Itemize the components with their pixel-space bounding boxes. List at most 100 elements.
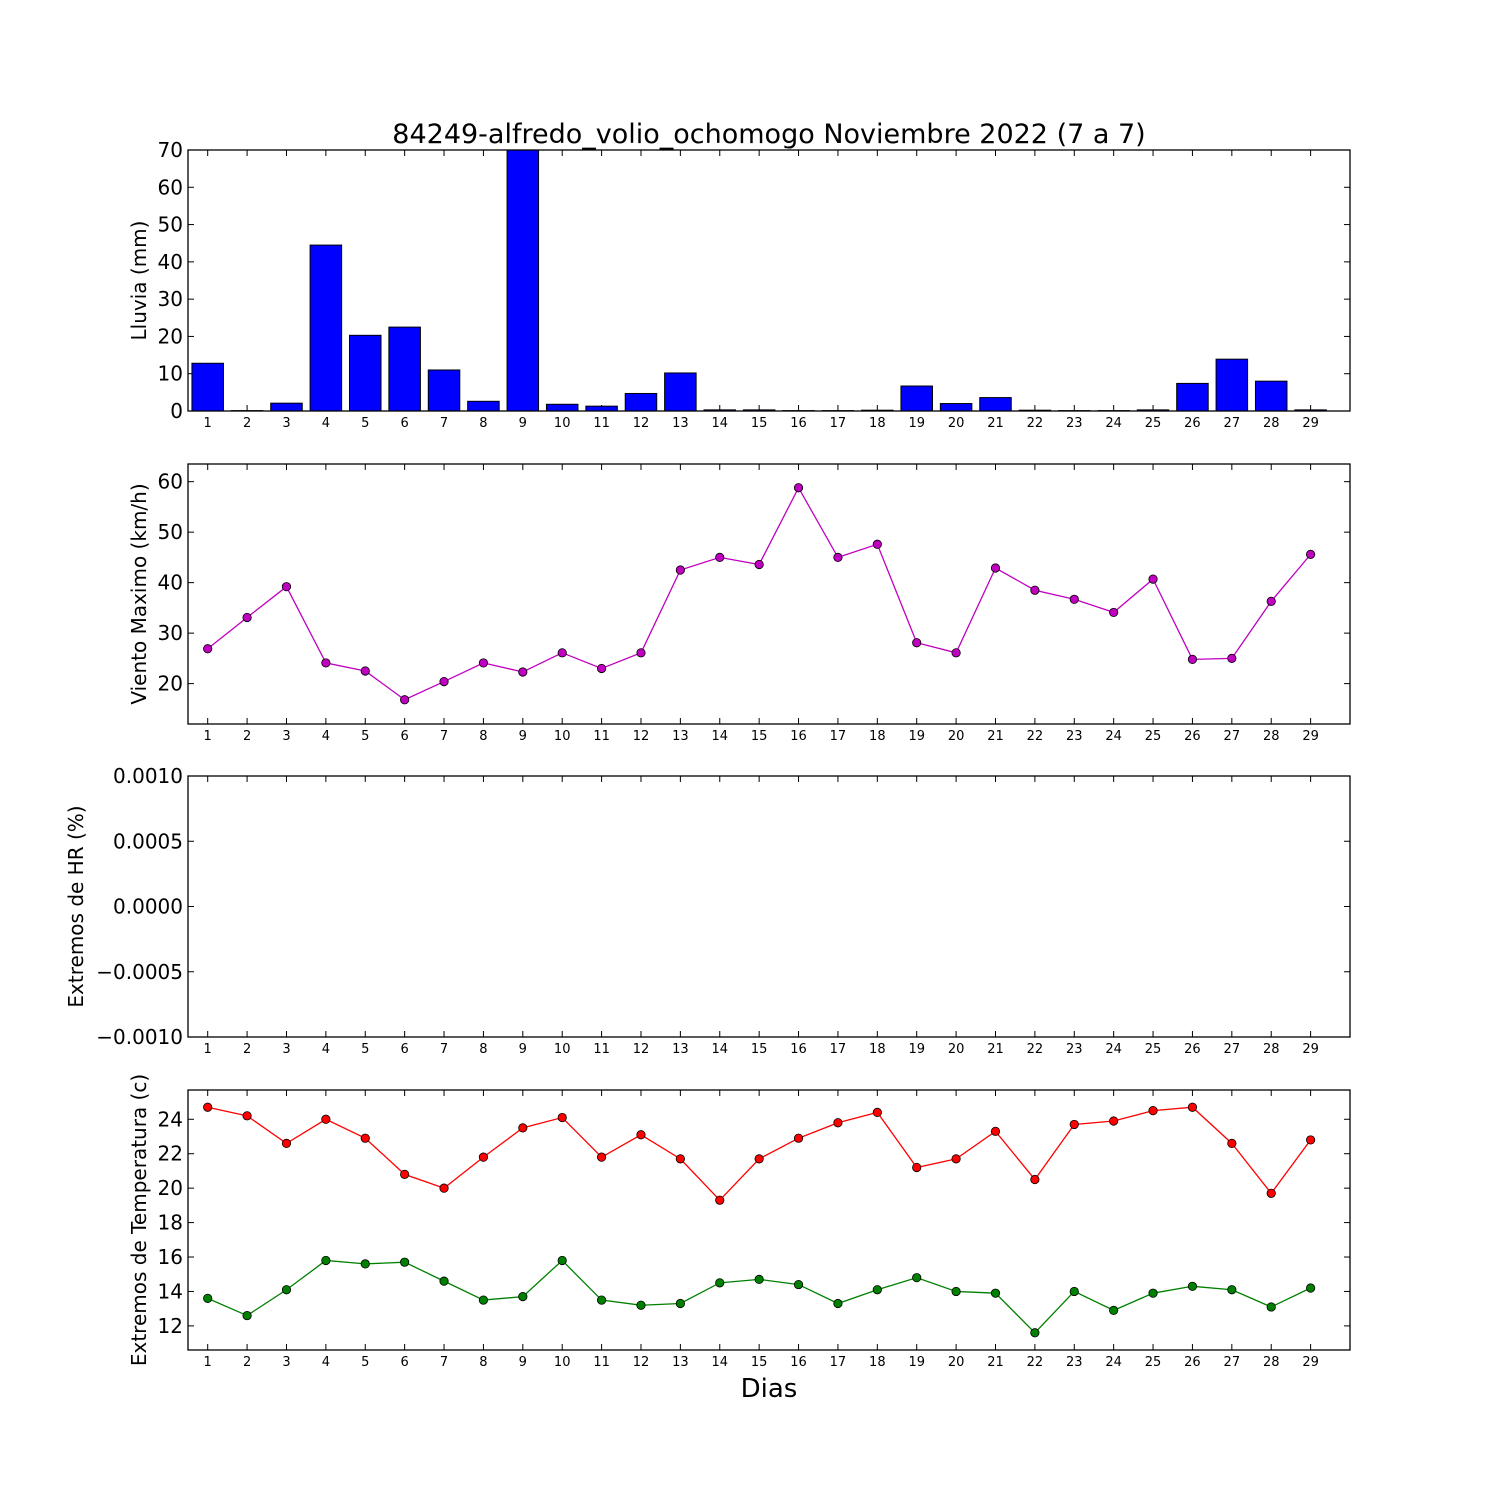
temperature-series-0-point xyxy=(478,1152,489,1162)
temperature-series-0-point xyxy=(1148,1106,1158,1116)
temperature-series-0-point xyxy=(1227,1138,1237,1148)
wind-xtick-label: 16 xyxy=(790,729,807,744)
rain-ytick-label: 60 xyxy=(158,175,183,199)
chart-title: 84249-alfredo_volio_ochomogo Noviembre 2… xyxy=(392,119,1145,150)
temperature-series-0-point xyxy=(990,1126,1001,1136)
wind-series-0-point xyxy=(1187,654,1198,664)
rain-bar xyxy=(427,369,461,412)
humidity-xtick-label: 13 xyxy=(672,1042,689,1057)
wind-xtick-label: 23 xyxy=(1066,729,1083,744)
temperature-xtick-label: 15 xyxy=(751,1355,768,1370)
temperature-series-0-point xyxy=(557,1112,567,1123)
rain-bar xyxy=(664,372,697,412)
wind-series-0-line xyxy=(207,486,1312,701)
temperature-ytick-label: 16 xyxy=(158,1245,183,1269)
temperature-ytick-label: 22 xyxy=(158,1142,183,1166)
temperature-xtick-label: 3 xyxy=(282,1355,290,1370)
wind-xtick-label: 10 xyxy=(554,729,571,744)
wind-xtick-label: 18 xyxy=(869,729,886,744)
rain-xtick-label: 20 xyxy=(948,416,965,431)
temperature-xtick-label: 19 xyxy=(908,1355,925,1370)
rain-bar xyxy=(979,397,1012,412)
rain-xtick-label: 10 xyxy=(554,416,571,431)
temperature-series-1-point xyxy=(557,1255,567,1266)
temperature-xtick-label: 18 xyxy=(869,1355,886,1370)
humidity-xtick-label: 17 xyxy=(830,1042,847,1057)
temperature-axes-frame xyxy=(187,1089,1351,1351)
rain-ytick-label: 40 xyxy=(158,250,183,274)
wind-series-0-point xyxy=(281,582,292,592)
temperature-series-1-point xyxy=(439,1276,449,1286)
temperature-series-1-point xyxy=(360,1259,370,1269)
temperature-series-0-point xyxy=(281,1138,292,1148)
wind-series-0-point xyxy=(203,644,213,654)
humidity-xtick-label: 8 xyxy=(479,1042,487,1057)
humidity-xtick-label: 6 xyxy=(401,1042,409,1057)
rain-ytick-label: 30 xyxy=(158,287,183,311)
wind-series-0-point xyxy=(754,559,764,570)
temperature-series-0-point xyxy=(1266,1188,1276,1198)
temperature-xtick-label: 4 xyxy=(322,1355,330,1370)
wind-series-0-point xyxy=(1109,607,1119,618)
temperature-series-1-point xyxy=(203,1293,213,1303)
temperature-series-1-point xyxy=(1030,1328,1040,1338)
temperature-series-0-point xyxy=(321,1114,331,1124)
temperature-xtick-label: 25 xyxy=(1145,1355,1162,1370)
temperature-series-1-line xyxy=(207,1259,1311,1334)
temperature-series-1-point xyxy=(833,1298,843,1309)
temperature-xtick-label: 16 xyxy=(790,1355,807,1370)
rain-xtick-label: 15 xyxy=(751,416,768,431)
temperature-series-0-point xyxy=(833,1118,843,1128)
rain-bar xyxy=(1215,358,1249,412)
rain-xtick-label: 5 xyxy=(361,416,369,431)
temperature-series-1-point xyxy=(793,1279,804,1290)
temperature-series-1-point xyxy=(400,1257,410,1267)
rain-xtick-label: 21 xyxy=(987,416,1004,431)
rain-ytick-label: 10 xyxy=(158,362,183,386)
temperature-xtick-label: 13 xyxy=(672,1355,689,1370)
temperature-xtick-label: 27 xyxy=(1224,1355,1241,1370)
rain-bar xyxy=(348,334,382,412)
wind-xtick-label: 21 xyxy=(987,729,1004,744)
humidity-ytick-label: 0.0010 xyxy=(113,764,183,788)
rain-xtick-label: 9 xyxy=(519,416,527,431)
rain-ytick-label: 50 xyxy=(158,213,183,237)
rain-bar xyxy=(270,402,303,412)
temperature-series-1-point xyxy=(675,1298,685,1309)
rain-xtick-label: 19 xyxy=(908,416,925,431)
wind-series-0-point xyxy=(1306,549,1316,559)
rain-bar xyxy=(939,403,973,412)
temperature-series-1-point xyxy=(478,1295,489,1305)
wind-ytick-label: 40 xyxy=(158,571,183,595)
temperature-series-0-point xyxy=(636,1130,646,1140)
rain-xtick-label: 14 xyxy=(711,416,728,431)
wind-ytick-label: 60 xyxy=(158,470,183,494)
wind-series-0-point xyxy=(321,658,331,668)
rain-xtick-label: 11 xyxy=(593,416,610,431)
temperature-xtick-label: 29 xyxy=(1302,1355,1319,1370)
wind-series-0-point xyxy=(833,552,843,562)
wind-ytick-label: 30 xyxy=(158,621,183,645)
rain-bar xyxy=(191,362,224,412)
rain-bar xyxy=(900,385,933,412)
rain-xtick-label: 28 xyxy=(1263,416,1280,431)
wind-series-0-point xyxy=(518,667,528,677)
temperature-series-1-point xyxy=(242,1310,252,1321)
temperature-xtick-label: 9 xyxy=(519,1355,527,1370)
humidity-xtick-label: 26 xyxy=(1184,1042,1201,1057)
temperature-ytick-label: 20 xyxy=(158,1176,183,1200)
wind-xtick-label: 29 xyxy=(1302,729,1319,744)
rain-bar xyxy=(1254,380,1288,412)
humidity-y-axis-label: Extremos de HR (%) xyxy=(64,805,88,1007)
rain-bar xyxy=(545,403,579,412)
wind-xtick-label: 26 xyxy=(1184,729,1201,744)
temperature-series-1-point xyxy=(636,1300,646,1310)
temperature-series-0-point xyxy=(242,1111,252,1121)
temperature-xtick-label: 7 xyxy=(440,1355,448,1370)
humidity-ytick-label: −0.0010 xyxy=(96,1025,183,1049)
humidity-xtick-label: 19 xyxy=(908,1042,925,1057)
rain-xtick-label: 3 xyxy=(282,416,290,431)
humidity-xtick-label: 9 xyxy=(519,1042,527,1057)
rain-ytick-label: 20 xyxy=(158,324,183,348)
